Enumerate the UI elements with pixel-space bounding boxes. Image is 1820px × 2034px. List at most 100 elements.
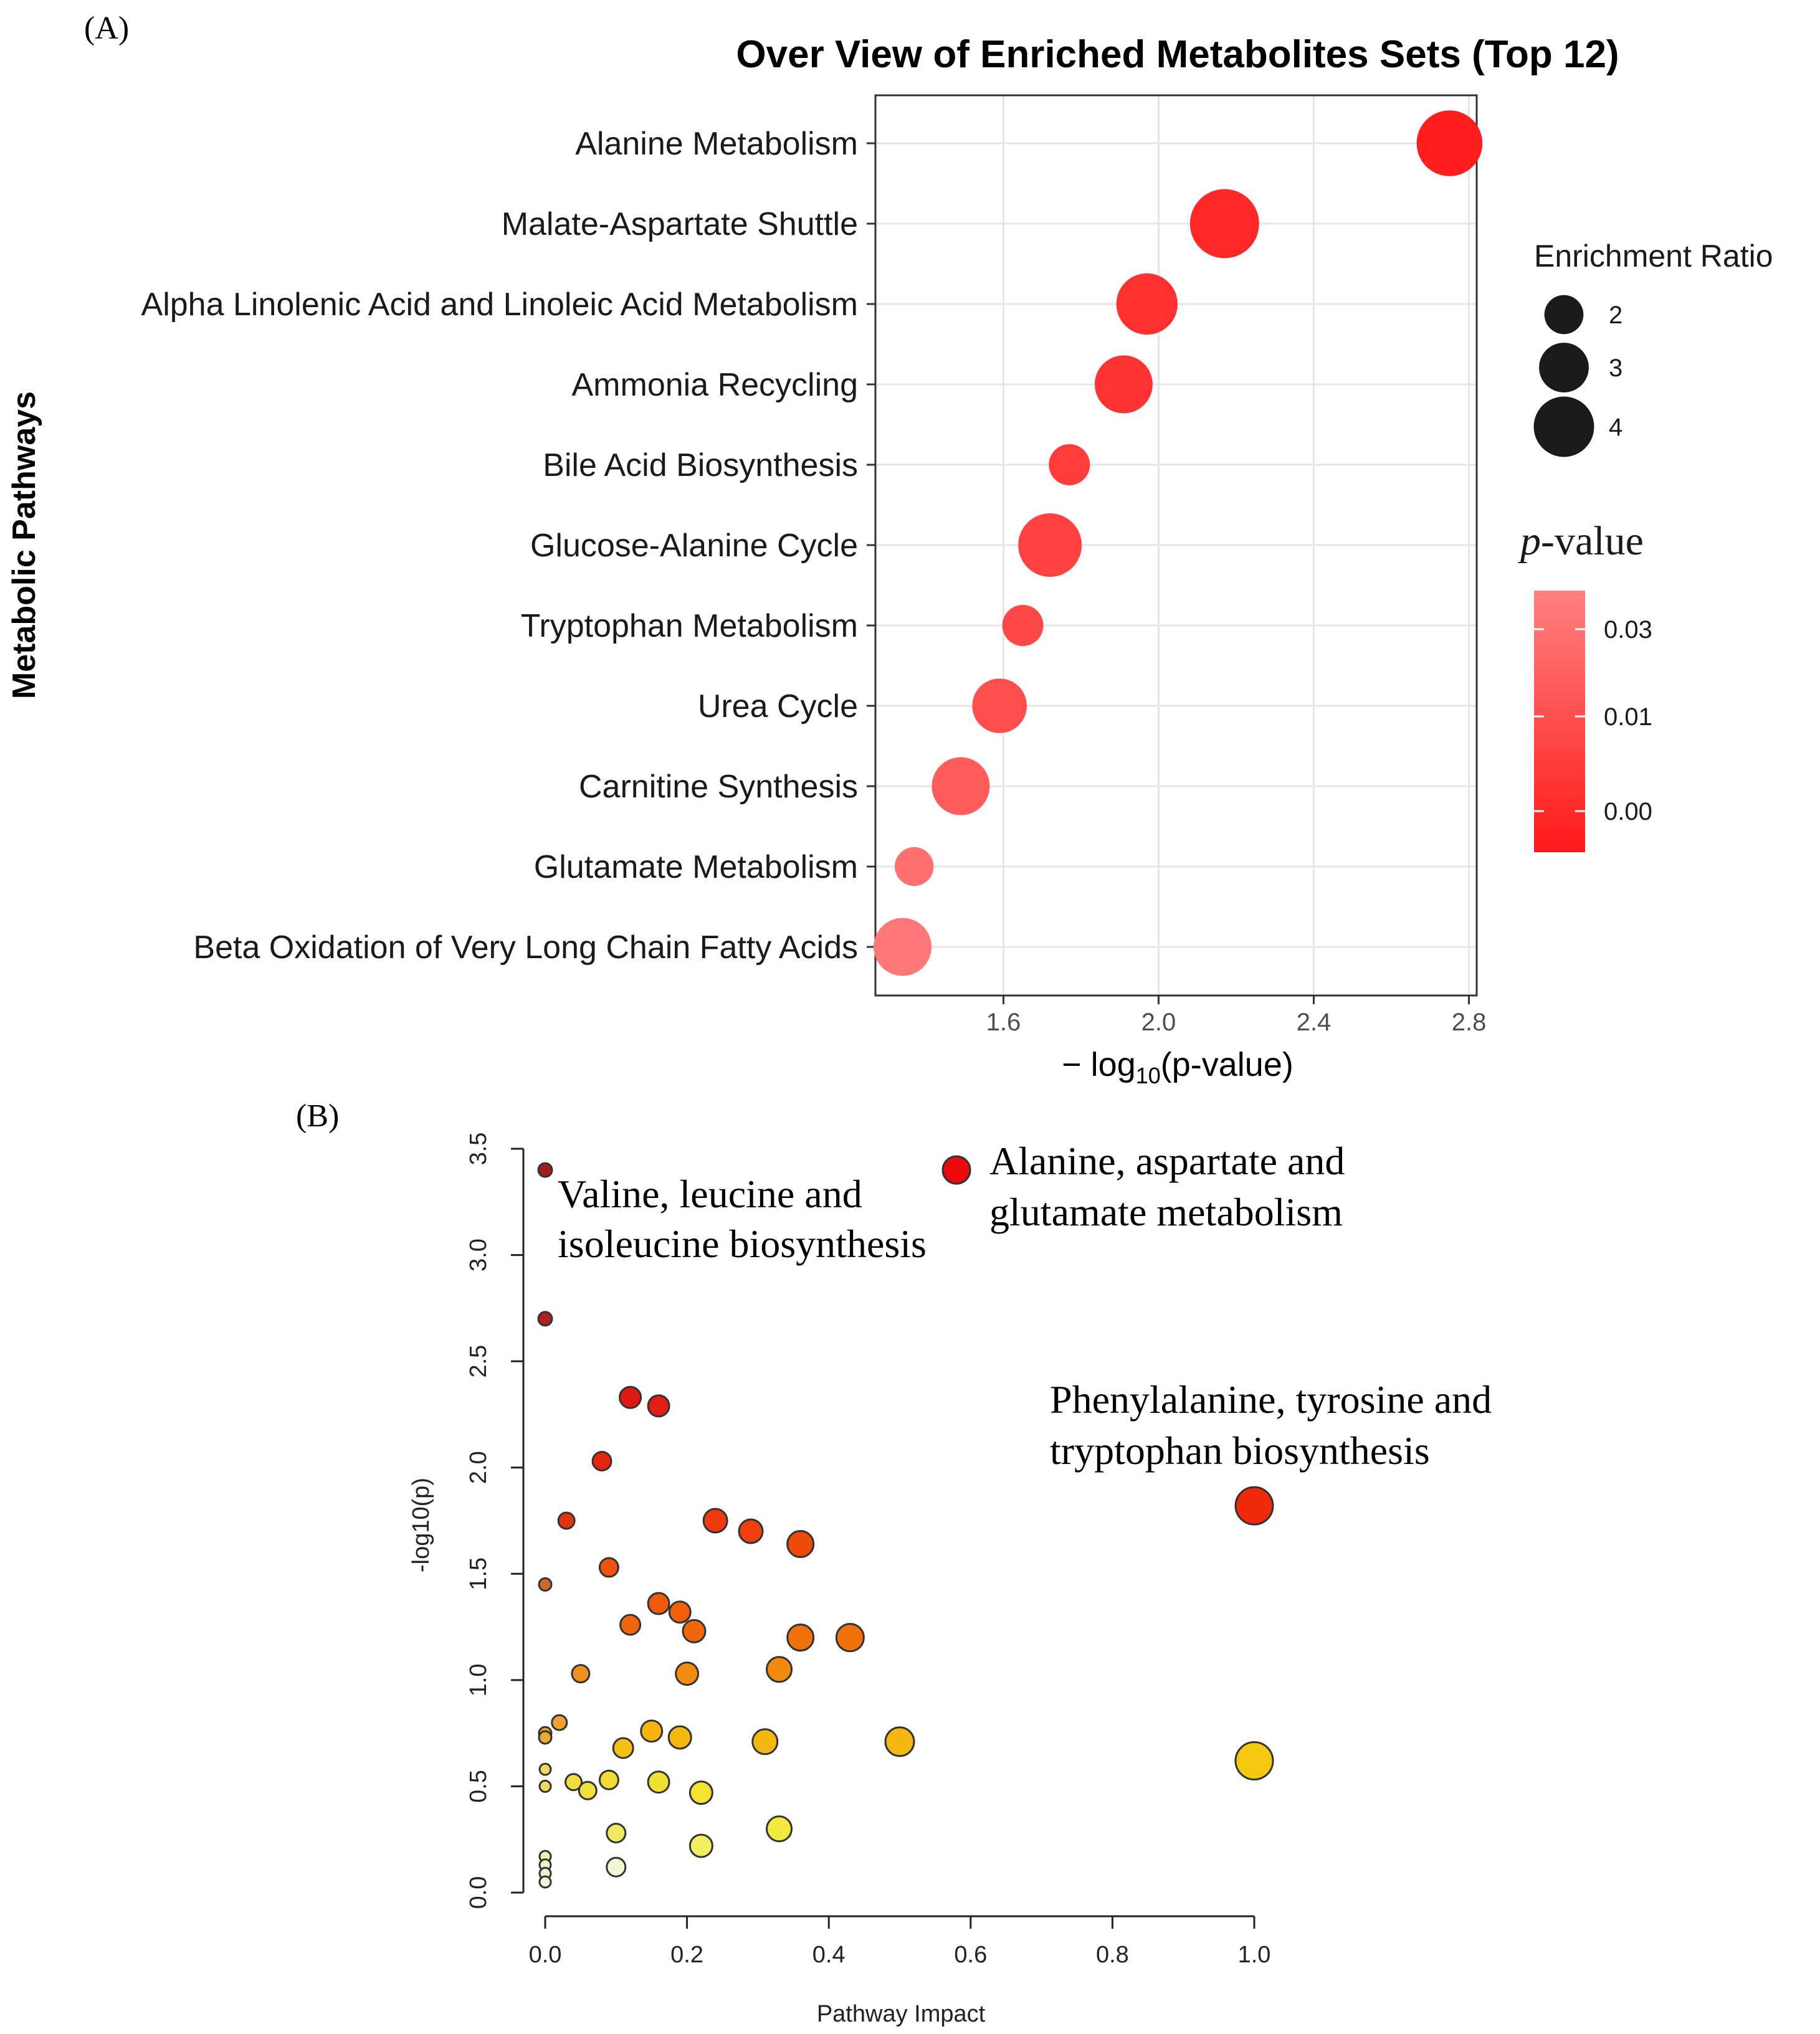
- panel-b-y-tick-label: 3.5: [465, 1133, 492, 1166]
- pathway-label: Glutamate Metabolism: [534, 849, 858, 885]
- size-legend-dot: [1533, 396, 1594, 457]
- size-legend-label: 3: [1609, 354, 1622, 382]
- pathway-point: [538, 1779, 552, 1793]
- p-value-legend-title: p-value: [1518, 518, 1644, 564]
- enrichment-ratio-legend: 2 3 4: [1533, 295, 1622, 457]
- p-value-legend-ticks: 0.03 0.01 0.00: [1534, 616, 1652, 825]
- pathway-label: Urea Cycle: [698, 688, 858, 725]
- pathway-point: [688, 1780, 713, 1805]
- pathway-point: [647, 1394, 670, 1418]
- pathway-point: [612, 1737, 634, 1759]
- size-legend-label: 2: [1609, 302, 1622, 329]
- panel-a-x-tick-label: 2.8: [1452, 1009, 1487, 1036]
- pathway-point: [537, 1311, 553, 1327]
- enrichment-point: [972, 678, 1027, 733]
- pathway-point: [606, 1856, 627, 1878]
- enrichment-point: [1094, 355, 1153, 414]
- annotation-alanine: Alanine, aspartate and glutamate metaboli…: [989, 1139, 1345, 1234]
- enrichment-point: [874, 918, 932, 976]
- pathway-label: Bile Acid Biosynthesis: [543, 447, 858, 483]
- pathway-point: [619, 1385, 642, 1409]
- panel-b-y-axis-title: -log10(p): [408, 1478, 434, 1572]
- pathway-point: [738, 1518, 764, 1544]
- panel-b-y-tick-label: 2.0: [465, 1451, 492, 1484]
- pathway-point: [557, 1511, 576, 1530]
- pathway-point: [675, 1661, 700, 1686]
- pathway-point: [751, 1728, 779, 1756]
- panel-a-label: (A): [84, 11, 129, 46]
- panel-a-title: Over View of Enriched Metabolites Sets (…: [736, 33, 1619, 76]
- pathway-point: [688, 1833, 713, 1858]
- pathway-point: [786, 1530, 815, 1559]
- panel-b-x-tick-label: 0.8: [1096, 1942, 1129, 1968]
- pathway-point: [538, 1577, 553, 1592]
- colorbar-tick-label: 0.00: [1604, 798, 1652, 825]
- pathway-point: [538, 1730, 553, 1745]
- enrichment-ratio-legend-title: Enrichment Ratio: [1534, 239, 1773, 273]
- pathway-label: Alpha Linolenic Acid and Linoleic Acid M…: [141, 287, 858, 323]
- panel-b-x-tick-label: 1.0: [1238, 1942, 1271, 1968]
- panel-b-y-tick-label: 1.5: [465, 1557, 492, 1590]
- enrichment-point: [1189, 189, 1259, 259]
- panel-b-x-tick-label: 0.0: [529, 1942, 562, 1968]
- colorbar-tick-label: 0.01: [1604, 703, 1652, 731]
- pathway-point: [1234, 1486, 1274, 1526]
- panel-a-x-axis-title: − log10(p-value): [1062, 1046, 1294, 1088]
- panel-b-axes: 0.0 0.2 0.4 0.6 0.8 1.0 0.0 0.5 1.0 1.5 2.0 2.5 3.0 3…: [465, 1133, 1270, 1968]
- pathway-label: Beta Oxidation of Very Long Chain Fatty …: [193, 929, 858, 966]
- pathway-point: [538, 1875, 552, 1889]
- pathway-point: [647, 1770, 670, 1794]
- pathway-point: [598, 1769, 619, 1790]
- pathway-label: Glucose-Alanine Cycle: [530, 528, 858, 564]
- enrichment-point: [1116, 273, 1178, 335]
- panel-a-x-tick-label: 2.4: [1297, 1009, 1332, 1036]
- pathway-point: [702, 1508, 728, 1534]
- annotation-phenylalanine: Phenylalanine, tyrosine and tryptophan bi…: [1050, 1377, 1492, 1473]
- pathway-point: [766, 1815, 793, 1843]
- enrichment-point: [1049, 444, 1090, 485]
- pathway-point: [538, 1762, 552, 1776]
- panel-b-y-tick-label: 3.0: [465, 1238, 492, 1271]
- pathway-point: [537, 1162, 553, 1178]
- size-legend-label: 4: [1609, 414, 1622, 441]
- pathway-point: [835, 1623, 865, 1653]
- panel-b-x-axis-title: Pathway Impact: [817, 2001, 986, 2027]
- panel-b-x-tick-label: 0.6: [954, 1942, 987, 1968]
- panel-a-gridlines: [875, 95, 1477, 996]
- pathway-point: [565, 1773, 583, 1792]
- pathway-point: [682, 1618, 707, 1643]
- enrichment-point: [1002, 605, 1044, 646]
- size-legend-dot: [1544, 295, 1584, 335]
- panel-b-points: [537, 1155, 1274, 1889]
- enrichment-point: [931, 757, 990, 815]
- panel-b-label: (B): [296, 1098, 339, 1134]
- pathway-point: [578, 1780, 598, 1800]
- pathway-point: [941, 1155, 971, 1185]
- panel-b-y-tick-label: 0.5: [465, 1770, 492, 1803]
- pathway-point: [647, 1592, 670, 1615]
- panel-b-x-tick-label: 0.2: [670, 1942, 703, 1968]
- colorbar-tick-label: 0.03: [1604, 616, 1652, 644]
- pathway-point: [1234, 1741, 1274, 1780]
- panel-a-y-axis-title: Metabolic Pathways: [6, 391, 42, 699]
- panel-b-x-tick-label: 0.4: [812, 1942, 846, 1968]
- panel-b-y-tick-label: 2.5: [465, 1345, 492, 1378]
- pathway-label: Alanine Metabolism: [575, 126, 858, 162]
- pathway-point: [591, 1450, 612, 1471]
- pathway-point: [766, 1656, 793, 1683]
- size-legend-dot: [1539, 343, 1589, 392]
- panel-b-y-tick-label: 1.0: [465, 1663, 492, 1696]
- panel-a-x-tick-label: 2.0: [1141, 1009, 1176, 1036]
- pathway-point: [667, 1725, 692, 1750]
- pathway-point: [598, 1557, 619, 1578]
- pathway-point: [619, 1613, 642, 1636]
- enrichment-point: [1416, 110, 1483, 176]
- pathway-label: Malate-Aspartate Shuttle: [502, 206, 858, 242]
- pathway-label: Carnitine Synthesis: [579, 769, 858, 805]
- p-value-colorbar: [1534, 591, 1585, 852]
- panel-a-x-tick-label: 1.6: [986, 1009, 1021, 1036]
- panel-a-x-ticks: 1.6 2.0 2.4 2.8: [986, 996, 1487, 1036]
- panel-b-y-tick-label: 0.0: [465, 1876, 492, 1909]
- pathway-point: [640, 1719, 664, 1743]
